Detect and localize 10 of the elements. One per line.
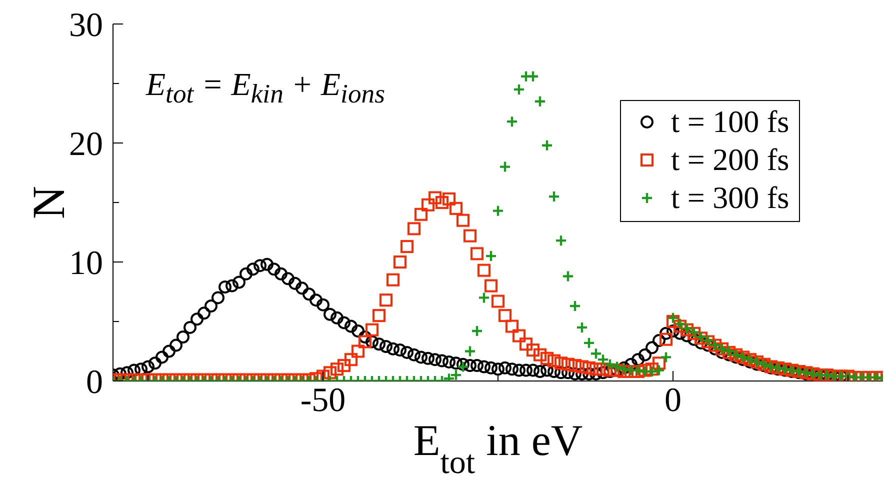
legend-label: t = 200 fs [671,141,790,179]
legend-label: t = 300 fs [671,179,790,217]
y-tick-label: 20 [69,126,103,163]
y-tick-label: 10 [69,245,103,282]
legend-label: t = 100 fs [671,103,790,141]
y-tick-label: 30 [69,7,103,44]
x-tick-label: -50 [300,382,346,419]
x-axis-title: E$_{tot}$ in eV [413,416,583,481]
annotation: E$_{tot}$ = E$_{kin}$ + E$_{ions}$ [146,66,385,110]
y-axis-title: N [23,186,74,220]
